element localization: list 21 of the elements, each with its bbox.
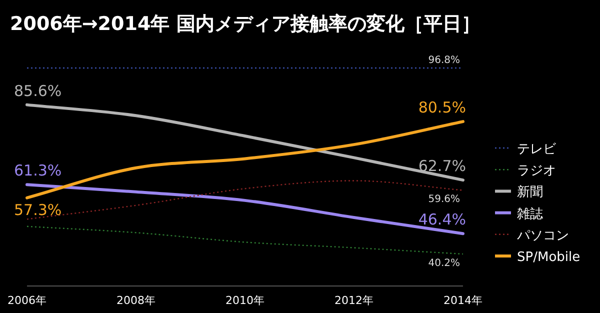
- x-tick-label: 2012年: [334, 294, 374, 307]
- legend-label: 新聞: [517, 185, 543, 200]
- legend-label: パソコン: [516, 228, 569, 244]
- x-tick-label: 2006年: [8, 294, 46, 307]
- data-label: 85.6%: [14, 82, 62, 100]
- legend-label: SP/Mobile: [517, 250, 580, 265]
- data-label: 57.3%: [14, 200, 62, 219]
- data-label: 80.5%: [418, 98, 466, 117]
- data-label: 96.8%: [428, 55, 460, 66]
- data-label: 61.3%: [14, 162, 62, 180]
- data-label: 59.6%: [428, 194, 460, 206]
- x-tick-label: 2010年: [226, 294, 264, 307]
- legend-label: テレビ: [517, 142, 557, 157]
- legend-label: ラジオ: [517, 164, 556, 179]
- x-tick-label: 2014年: [444, 294, 482, 307]
- data-label: 46.4%: [418, 210, 466, 229]
- chart-title: 2006年→2014年 国内メディア接触率の変化［平日］: [10, 13, 480, 35]
- x-tick-label: 2008年: [116, 294, 156, 307]
- legend-label: 雑誌: [517, 206, 543, 222]
- data-label: 40.2%: [428, 258, 460, 269]
- data-label: 62.7%: [418, 157, 466, 176]
